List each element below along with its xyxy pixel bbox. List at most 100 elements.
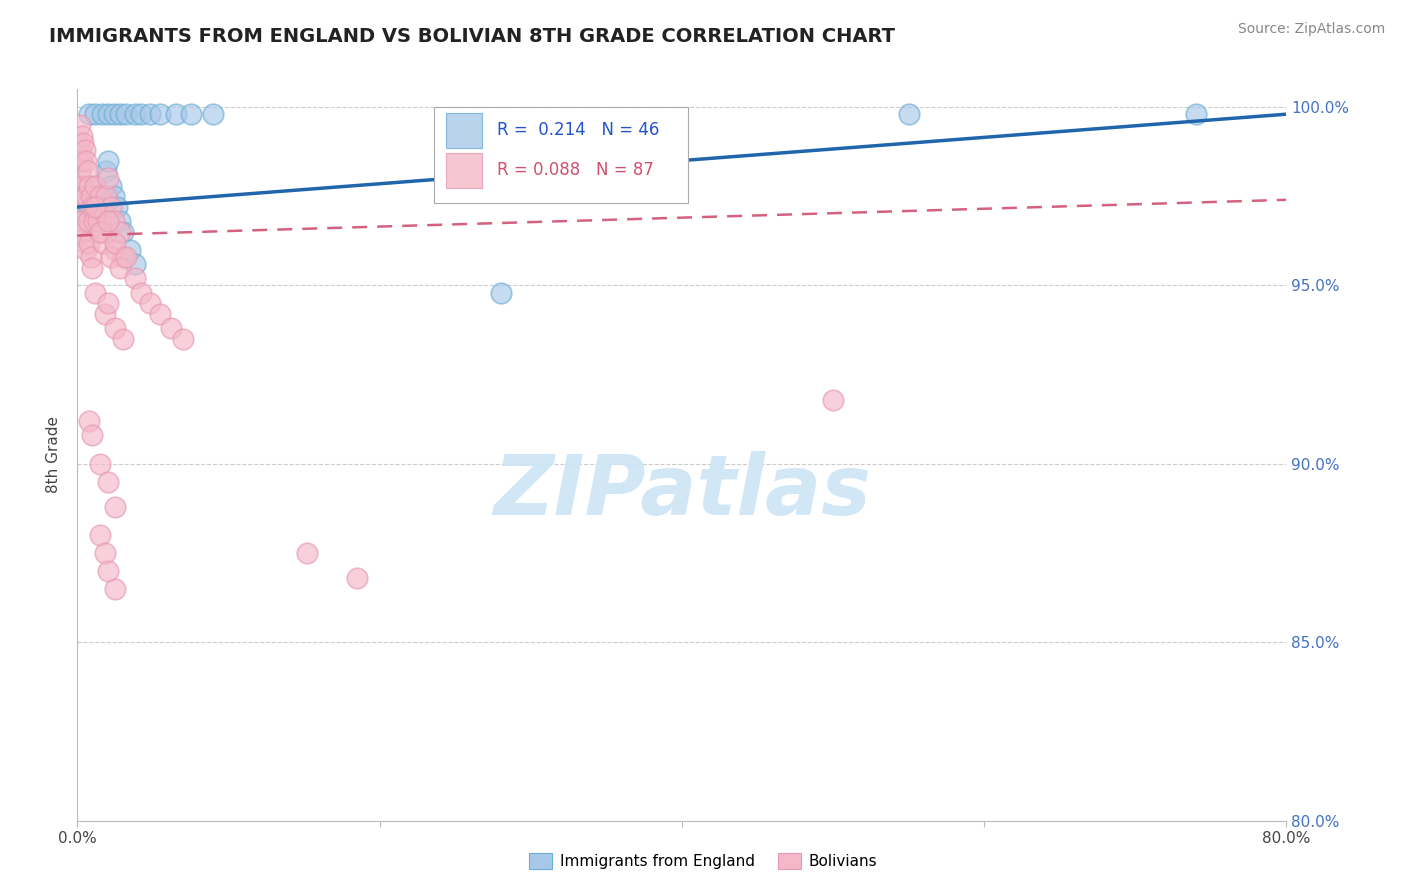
Point [73,189,96,203]
Point [82,428,104,442]
Point [84,200,107,214]
Point [77,164,100,178]
Point [124,107,146,121]
Point [82,260,104,275]
Point [124,271,146,285]
Point [160,321,183,335]
Point [84,178,107,193]
Y-axis label: 8th Grade: 8th Grade [46,417,62,493]
Point [120,243,142,257]
Point [90,225,112,239]
Point [489,285,512,300]
Point [90,200,112,214]
Point [89,214,111,228]
Text: R =  0.214   N = 46: R = 0.214 N = 46 [496,121,659,139]
Point [111,250,134,264]
Point [93,307,115,321]
Point [79,178,101,193]
Point [149,307,172,321]
Point [69,189,91,203]
Point [72,200,94,214]
Point [87,214,110,228]
Point [124,257,146,271]
Point [84,285,107,300]
Point [73,143,96,157]
Point [75,214,97,228]
Point [96,296,118,310]
Point [108,260,131,275]
FancyBboxPatch shape [434,108,688,202]
Point [897,107,920,121]
Point [129,107,152,121]
Point [70,214,93,228]
Point [79,235,101,250]
Point [72,178,94,193]
Point [73,235,96,250]
Point [84,178,107,193]
Point [82,200,104,214]
Point [105,200,128,214]
Point [70,178,93,193]
Point [67,153,90,168]
Text: IMMIGRANTS FROM ENGLAND VS BOLIVIAN 8TH GRADE CORRELATION CHART: IMMIGRANTS FROM ENGLAND VS BOLIVIAN 8TH … [49,27,896,45]
Point [70,128,93,143]
Point [94,164,117,178]
Point [93,200,115,214]
Point [79,414,101,428]
Point [104,321,127,335]
Point [103,214,125,228]
Point [108,107,131,121]
Point [346,571,368,585]
Point [84,107,107,121]
Point [82,189,104,203]
Point [96,214,118,228]
Point [79,107,101,121]
Point [80,250,103,264]
Point [104,243,127,257]
Point [70,153,93,168]
Point [86,189,108,203]
Point [89,189,111,203]
Point [103,189,125,203]
Point [80,189,103,203]
Point [77,189,100,203]
Point [103,107,125,121]
Point [79,200,101,214]
Point [72,225,94,239]
Text: R = 0.088   N = 87: R = 0.088 N = 87 [496,161,654,179]
Point [96,171,118,186]
Point [67,178,90,193]
Point [70,189,93,203]
Point [89,457,111,471]
Point [73,207,96,221]
Point [100,200,122,214]
Point [93,546,115,560]
Point [821,392,844,407]
FancyBboxPatch shape [446,112,482,148]
Point [114,250,136,264]
Text: Source: ZipAtlas.com: Source: ZipAtlas.com [1237,22,1385,37]
Point [202,107,225,121]
Point [69,164,91,178]
Point [90,107,112,121]
Point [96,153,118,168]
Point [149,107,172,121]
Point [86,200,108,214]
Point [111,332,134,346]
Point [108,225,131,239]
Point [75,189,97,203]
Point [129,285,152,300]
Point [96,107,118,121]
Point [1184,107,1206,121]
Point [139,107,162,121]
Point [75,153,97,168]
Point [69,214,91,228]
Point [69,118,91,132]
Point [96,475,118,489]
Point [89,225,111,239]
Point [104,582,127,596]
Point [108,214,131,228]
Point [111,225,134,239]
Point [77,214,100,228]
Point [89,528,111,542]
